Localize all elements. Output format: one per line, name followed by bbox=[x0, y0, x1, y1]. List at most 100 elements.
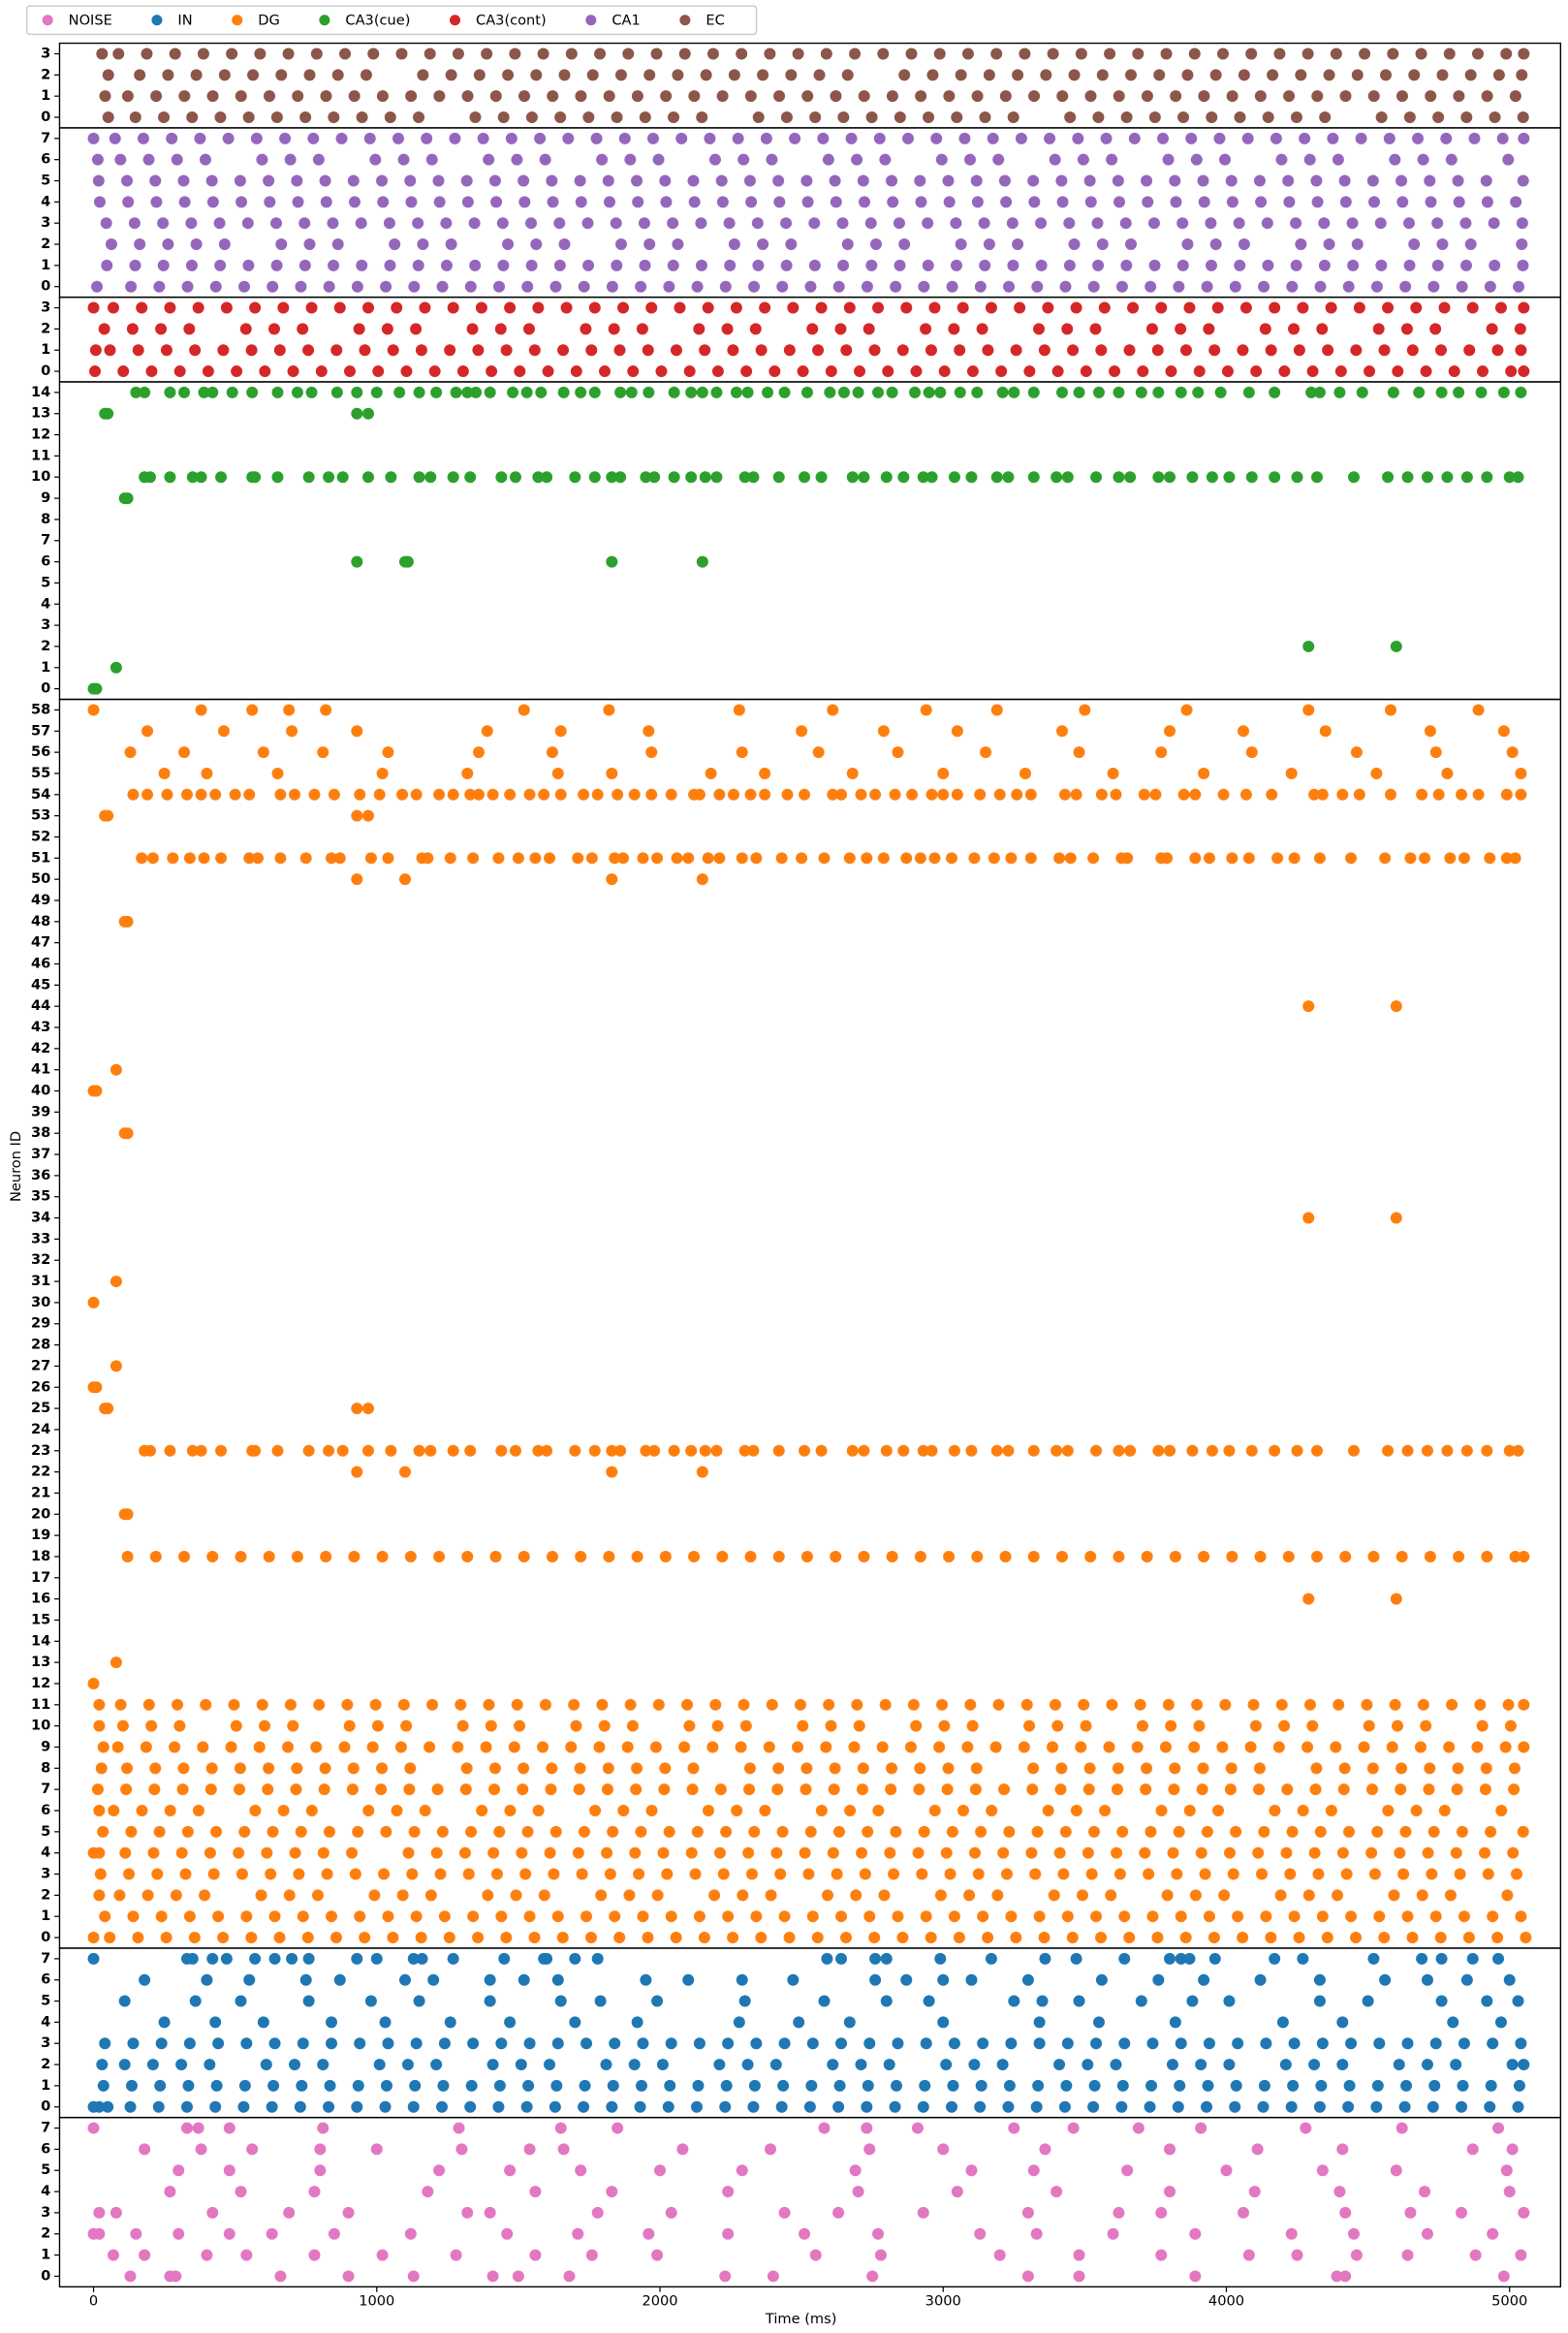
y-tick-label: 10 bbox=[31, 468, 50, 485]
spike bbox=[884, 1846, 896, 1859]
legend-label: CA3(cue) bbox=[345, 13, 410, 29]
spike bbox=[1021, 2206, 1034, 2219]
spike bbox=[995, 365, 1008, 378]
spike bbox=[1223, 1846, 1236, 1859]
spike bbox=[438, 2037, 451, 2050]
spike bbox=[93, 1719, 106, 1732]
spike bbox=[695, 259, 707, 271]
spike bbox=[1500, 852, 1513, 865]
spike bbox=[1261, 217, 1273, 230]
spike bbox=[150, 90, 163, 103]
spike bbox=[657, 1846, 670, 1859]
spike bbox=[1265, 344, 1277, 357]
y-tick-label: 40 bbox=[31, 1083, 50, 1099]
spike bbox=[1225, 1762, 1238, 1775]
spike bbox=[355, 217, 367, 230]
spike bbox=[917, 1444, 929, 1457]
spike bbox=[699, 344, 711, 357]
spike bbox=[396, 1889, 409, 1902]
spike bbox=[943, 196, 956, 208]
spike bbox=[1499, 1741, 1512, 1753]
spike bbox=[517, 1550, 530, 1562]
spike bbox=[797, 1719, 809, 1732]
spike bbox=[954, 344, 966, 357]
spike bbox=[1487, 2227, 1499, 2240]
spike bbox=[1201, 280, 1213, 293]
spike bbox=[139, 386, 151, 398]
spike bbox=[1202, 2079, 1214, 2092]
spike bbox=[1088, 2079, 1101, 2092]
spike bbox=[1265, 1932, 1277, 1944]
spike bbox=[404, 1550, 417, 1562]
spike bbox=[514, 365, 526, 378]
spike bbox=[117, 365, 130, 378]
y-tick-label: 31 bbox=[31, 1273, 50, 1289]
spike bbox=[1460, 1973, 1473, 1986]
spike bbox=[1273, 47, 1286, 60]
spike bbox=[942, 174, 955, 187]
spike bbox=[509, 47, 521, 60]
spike bbox=[578, 1825, 590, 1838]
spike bbox=[602, 1762, 614, 1775]
spike bbox=[1512, 1444, 1524, 1457]
spike bbox=[578, 2100, 590, 2113]
spike bbox=[713, 788, 726, 801]
spike bbox=[1432, 111, 1445, 123]
spike bbox=[774, 1868, 787, 1880]
spike bbox=[685, 1444, 698, 1457]
spike bbox=[1110, 788, 1122, 801]
y-tick-label: 0 bbox=[41, 2098, 50, 2115]
spike bbox=[781, 788, 794, 801]
spike bbox=[1406, 1932, 1419, 1944]
spike bbox=[225, 1741, 237, 1753]
spike bbox=[1507, 1846, 1520, 1859]
spike bbox=[610, 217, 622, 230]
spike bbox=[443, 1932, 455, 1944]
spike bbox=[326, 852, 338, 865]
spike bbox=[1080, 1719, 1092, 1732]
y-tick-label: 4 bbox=[41, 2183, 50, 2199]
spike bbox=[428, 365, 441, 378]
spike bbox=[769, 2059, 782, 2071]
spike bbox=[1140, 1783, 1152, 1796]
spike bbox=[920, 704, 932, 716]
spike bbox=[490, 1868, 503, 1880]
spike bbox=[1416, 788, 1428, 801]
spike bbox=[1435, 344, 1447, 357]
spike bbox=[515, 2059, 527, 2071]
spike bbox=[436, 1825, 449, 1838]
spike bbox=[245, 1932, 258, 1944]
spike bbox=[1429, 323, 1442, 335]
spike bbox=[370, 386, 383, 398]
spike bbox=[1115, 280, 1128, 293]
spike bbox=[772, 471, 785, 484]
spike bbox=[110, 1063, 122, 1076]
spike bbox=[1120, 111, 1133, 123]
spike bbox=[489, 90, 502, 103]
spike bbox=[1291, 2249, 1303, 2261]
spike bbox=[333, 301, 346, 314]
spike bbox=[1151, 1932, 1164, 1944]
spike bbox=[351, 555, 363, 568]
spike bbox=[778, 386, 791, 398]
spike bbox=[385, 1444, 397, 1457]
spike bbox=[1494, 301, 1507, 314]
spike bbox=[1116, 1825, 1129, 1838]
spike bbox=[177, 174, 190, 187]
spike bbox=[1424, 725, 1436, 738]
spike bbox=[606, 767, 618, 779]
spike bbox=[606, 1444, 618, 1457]
spike bbox=[693, 323, 706, 335]
spike bbox=[359, 1932, 371, 1944]
spike bbox=[837, 111, 850, 123]
spike bbox=[865, 111, 878, 123]
spike bbox=[1051, 1719, 1064, 1732]
spike bbox=[90, 1085, 103, 1097]
spike bbox=[547, 196, 559, 208]
spike bbox=[832, 2206, 845, 2219]
spike bbox=[611, 111, 623, 123]
spike bbox=[805, 2079, 818, 2092]
y-tick-label: 3 bbox=[41, 1866, 50, 1882]
spike bbox=[1419, 2186, 1431, 2198]
